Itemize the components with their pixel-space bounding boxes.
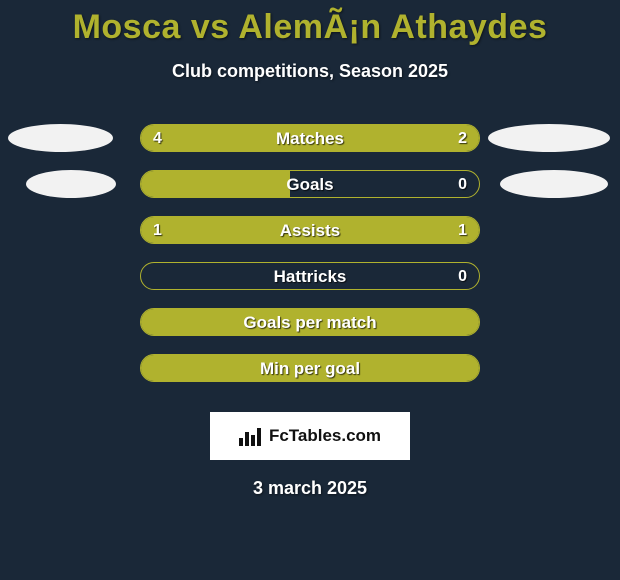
- comparison-chart: Matches42Goals0Assists11Hattricks0Goals …: [0, 124, 620, 400]
- stat-row: Goals0: [0, 170, 620, 216]
- stat-row: Goals per match: [0, 308, 620, 354]
- subtitle: Club competitions, Season 2025: [0, 61, 620, 82]
- stat-label: Matches: [141, 125, 479, 152]
- decoration-ellipse: [26, 170, 116, 198]
- stat-value-left: 4: [153, 125, 162, 152]
- stat-row: Min per goal: [0, 354, 620, 400]
- stat-row: Assists1 1: [0, 216, 620, 262]
- decoration-ellipse: [500, 170, 608, 198]
- stat-label: Assists: [141, 217, 479, 244]
- decoration-ellipse: [488, 124, 610, 152]
- stat-bar: Hattricks0: [140, 262, 480, 290]
- stat-label: Goals: [141, 171, 479, 198]
- stat-row: Matches4 2: [0, 124, 620, 170]
- bars-icon: [239, 426, 263, 446]
- stat-label: Min per goal: [141, 355, 479, 382]
- stat-value-right: 0: [458, 263, 467, 290]
- decoration-ellipse: [8, 124, 113, 152]
- stat-bar: Assists1 1: [140, 216, 480, 244]
- stat-bar: Goals0: [140, 170, 480, 198]
- page-title: Mosca vs AlemÃ¡n Athaydes: [0, 0, 620, 47]
- stat-value-right: 0: [458, 171, 467, 198]
- stat-label: Goals per match: [141, 309, 479, 336]
- stat-value-right: 2: [458, 125, 467, 152]
- stat-bar: Min per goal: [140, 354, 480, 382]
- stat-value-left: 1: [153, 217, 162, 244]
- stat-row: Hattricks0: [0, 262, 620, 308]
- logo-text: FcTables.com: [269, 426, 381, 446]
- stat-label: Hattricks: [141, 263, 479, 290]
- stat-bar: Matches4 2: [140, 124, 480, 152]
- source-logo: FcTables.com: [210, 412, 410, 460]
- stat-value-right: 1: [458, 217, 467, 244]
- stat-bar: Goals per match: [140, 308, 480, 336]
- date-text: 3 march 2025: [0, 478, 620, 499]
